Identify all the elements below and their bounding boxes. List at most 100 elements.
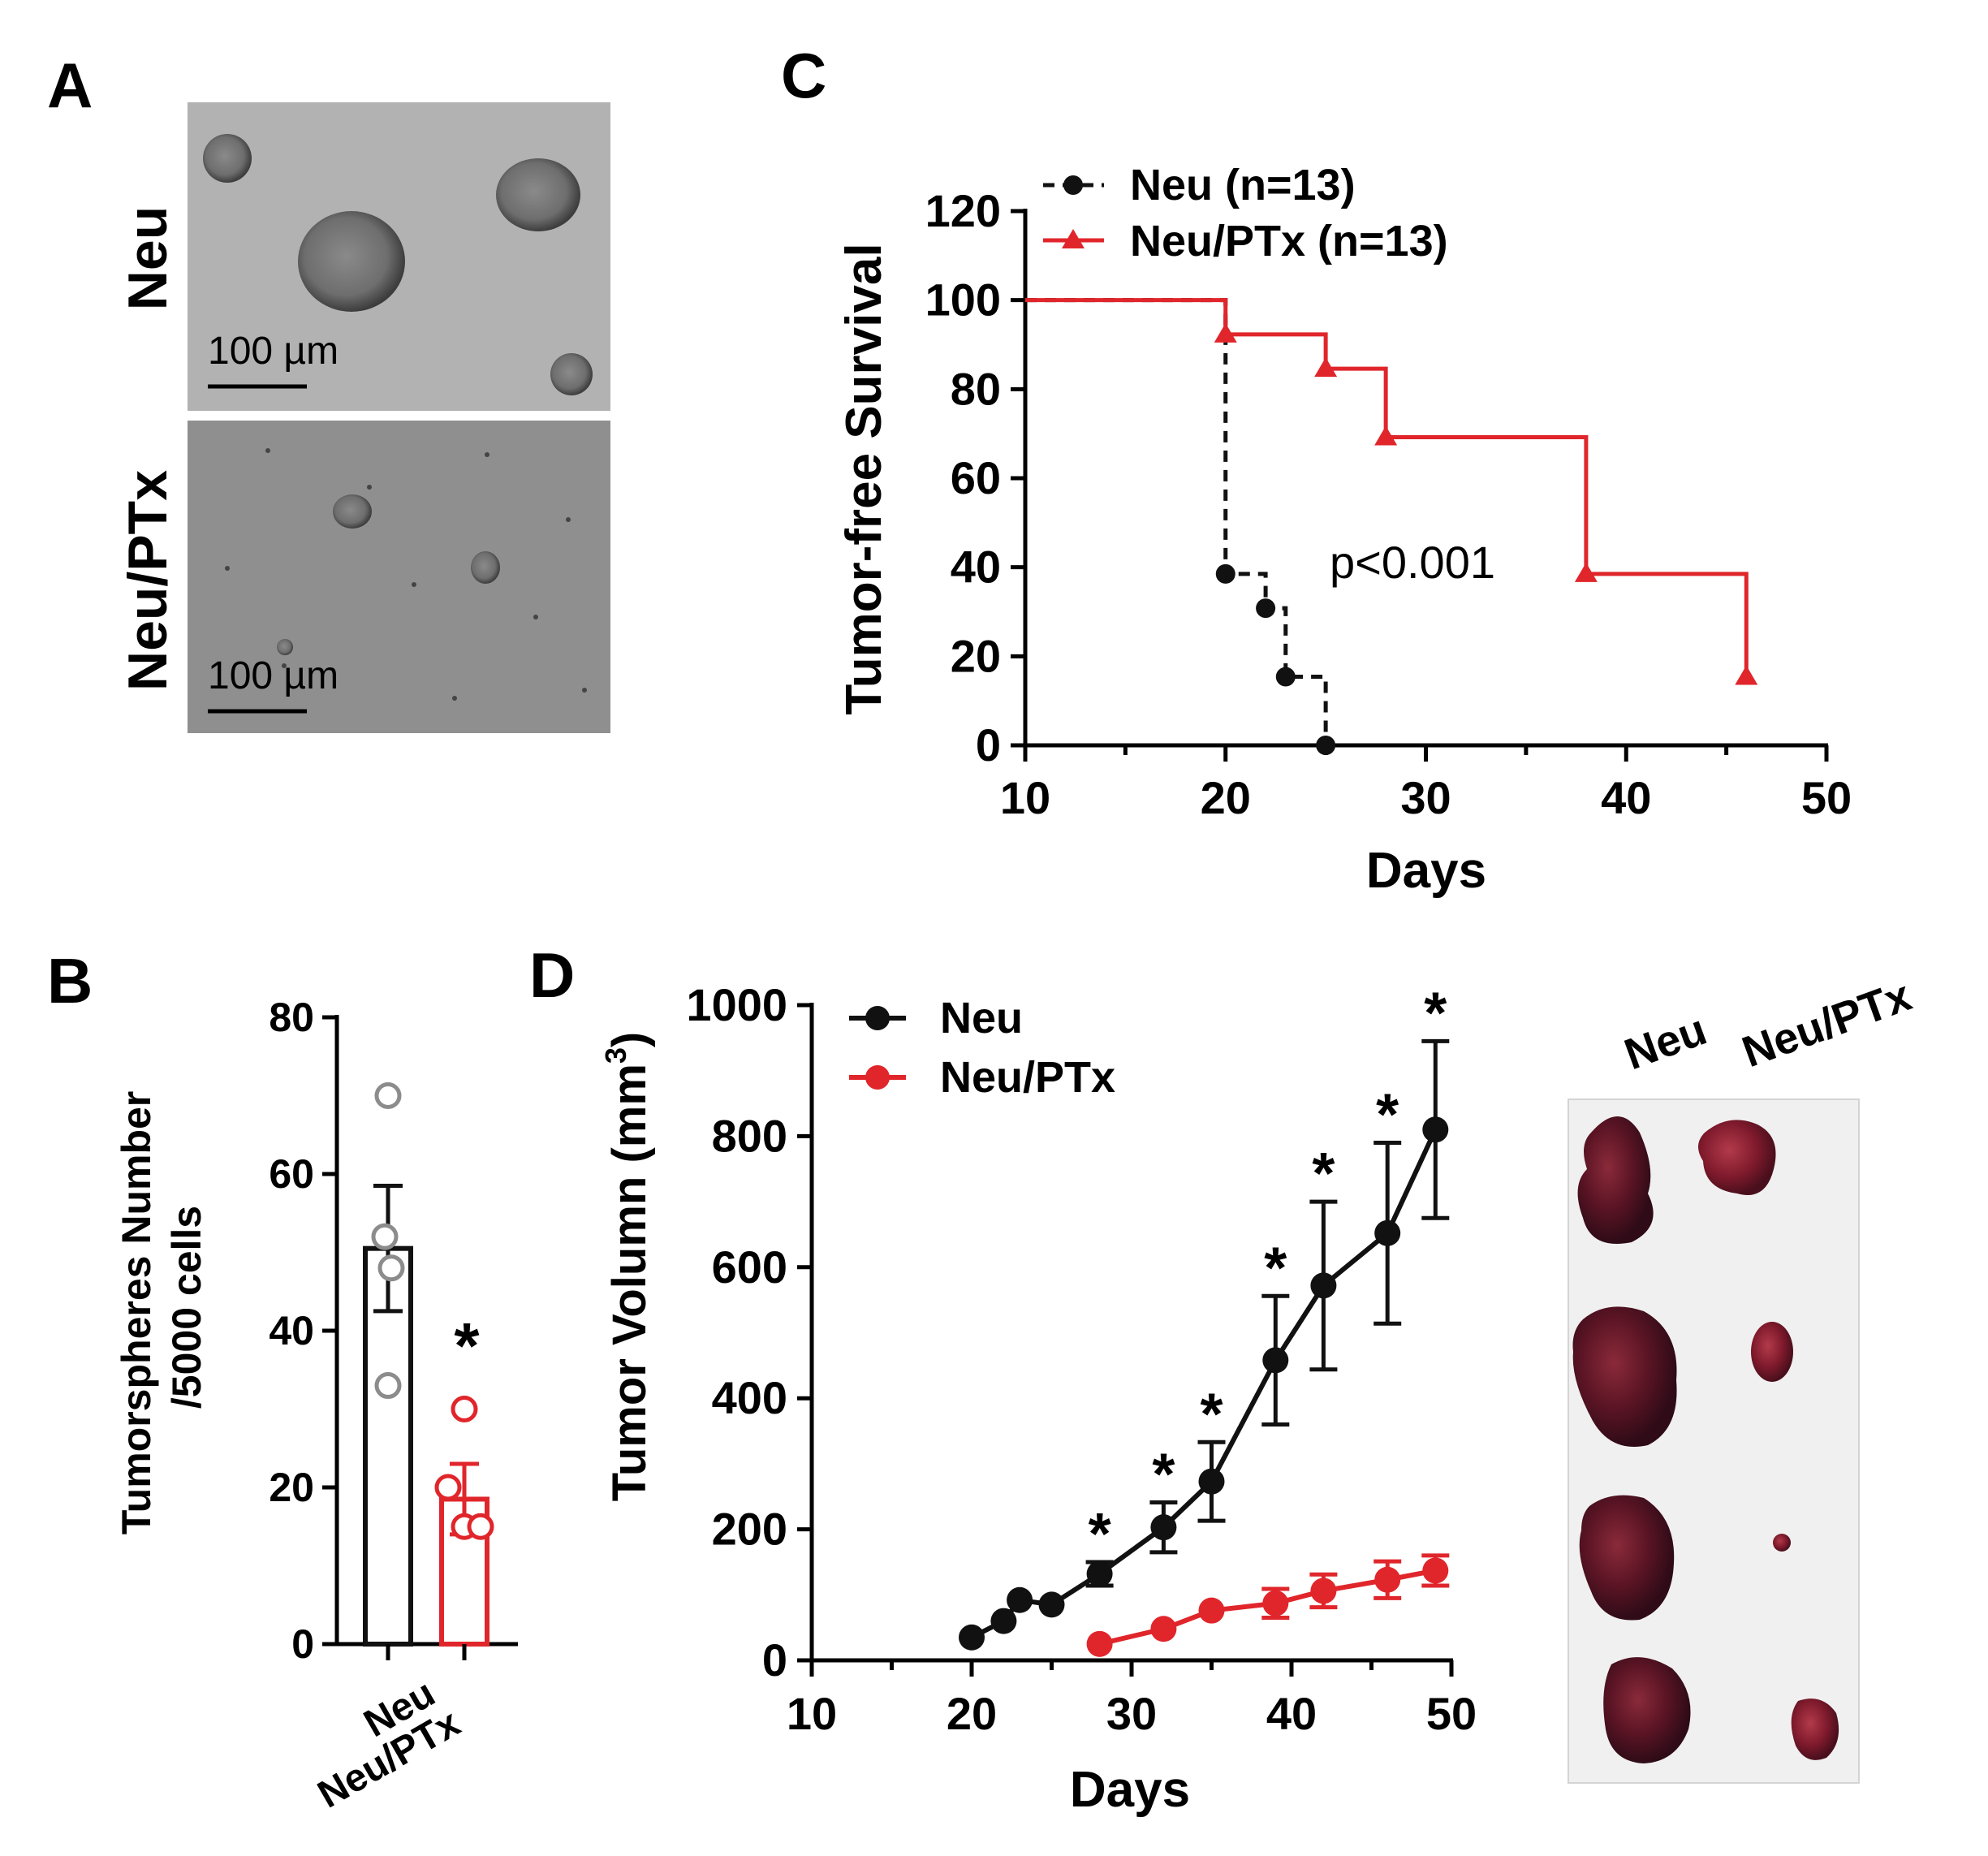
data-point [467,1513,494,1540]
event-marker [1316,736,1336,755]
y-tick-label: 60 [951,452,1001,503]
legend-d: Neu Neu/PTx [849,994,1115,1102]
significance-marker: * [1264,1236,1287,1301]
tumor-neu-ptx [1791,1698,1839,1760]
panel-letter-a: A [47,50,93,121]
tumor-neu-ptx [1773,1534,1791,1552]
x-tick-label: 30 [1106,1688,1157,1739]
y-tick-label: 60 [269,1151,314,1197]
x-tick-label: 10 [1000,772,1050,823]
y-tick-label: 20 [951,630,1001,681]
survival-chart-c: 0 20 40 60 80 100 120 10 20 30 40 50 Days Tumor-free … [836,185,1852,899]
y-axis-label: Tumor-free Survival [836,243,892,714]
tumorsphere [471,551,500,584]
y-tick-label: 200 [712,1504,787,1555]
data-point-neu-ptx [1150,1616,1177,1642]
data-point [377,1254,405,1282]
significance-marker: * [1312,1142,1335,1206]
y-tick-label: 20 [269,1465,314,1510]
data-point-neu [990,1608,1017,1634]
tumorsphere [298,211,405,312]
row-label-neu-ptx: Neu/PTx [117,470,179,691]
significance-marker: * [1424,981,1447,1046]
event-marker [1214,322,1237,343]
event-marker [1374,425,1398,446]
event-marker [1735,665,1758,685]
panel-letter-c: C [781,40,826,111]
y-axis-label-b: Tumorspheres Number /5000 cells [114,1080,209,1534]
survival-curve-neu-ptx [1025,298,1749,677]
data-point-neu [1038,1591,1065,1618]
x-tick-label: 40 [1266,1688,1317,1739]
data-point-neu-ptx [1198,1597,1225,1624]
photo-label-neu: Neu [1619,1005,1713,1079]
y-axis-label-d-main: Tumor Volumn (mm [603,1064,656,1501]
data-point-neu-ptx [1422,1557,1449,1584]
x-tick-label: 30 [1400,772,1451,823]
significance-marker: * [454,1310,480,1382]
event-marker [1275,667,1296,687]
event-marker [1314,357,1338,378]
significance-marker: * [1376,1082,1399,1147]
data-point-neu [1310,1272,1337,1299]
y-tick-label: 40 [269,1308,314,1353]
x-tick-label: 10 [787,1688,837,1739]
legend-marker-neu-ptx [865,1065,890,1090]
event-marker [1215,563,1235,584]
y-tick-label: 80 [951,363,1001,414]
legend-marker-neu [1063,175,1083,195]
data-point-neu-ptx [1086,1630,1113,1657]
data-point-neu [1422,1116,1449,1143]
photo-label-neu-ptx: Neu/PTx [1736,971,1918,1077]
data-point-neu [1374,1219,1401,1246]
legend-marker-neu [865,1006,890,1030]
significance-marker: * [1152,1443,1175,1508]
data-point [434,1474,462,1501]
x-tick-label: 20 [1201,772,1251,823]
data-point-neu [1150,1514,1177,1541]
tumor-neu [1603,1657,1691,1763]
significance-marker: * [1200,1382,1223,1447]
data-point-neu [1086,1560,1113,1587]
y-axis-label-d: Tumor Volumn (mm3) [599,1032,656,1502]
y-tick-label: 80 [269,995,314,1040]
y-tick-label: 0 [291,1621,314,1667]
y-tick-label: 40 [951,542,1001,593]
tumorsphere [203,134,252,183]
event-marker [1574,562,1598,582]
x-tick-label: 50 [1801,772,1852,823]
data-point [374,1372,402,1400]
p-value-annotation: p<0.001 [1330,537,1495,588]
scale-bar-label: 100 µm [208,330,339,373]
tumorsphere [550,353,593,395]
y-axis-label-d-close: ) [603,1032,656,1047]
x-tick-label: 40 [1601,772,1651,823]
tumorsphere [277,639,293,655]
tumor-neu [1577,1116,1654,1244]
data-point [451,1396,478,1422]
growth-chart-d: 0 200 400 600 800 1000 10 20 30 40 50 Days * * * * * * * [686,979,1477,1818]
x-tick-label: 50 [1426,1688,1477,1739]
data-point-neu [1198,1468,1225,1495]
data-point-neu [959,1624,985,1651]
event-marker [1256,598,1276,619]
legend-label-neu-ptx: Neu/PTx [940,1053,1115,1102]
x-axis-label: Days [1366,843,1486,899]
y-tick-label: 100 [925,274,1001,326]
micrograph-neu-ptx [188,421,610,733]
x-tick-label: 20 [947,1688,997,1739]
y-tick-label: 600 [712,1241,787,1293]
data-point-neu-ptx [1262,1590,1289,1616]
data-point-neu-ptx [1374,1566,1401,1593]
y-tick-label: 120 [925,185,1001,236]
data-point-neu [1262,1347,1289,1374]
data-point [374,1082,402,1109]
tumorsphere [333,494,372,529]
y-axis-label-d-sup: 3 [599,1047,632,1064]
legend-label-neu-ptx: Neu/PTx (n=13) [1130,217,1448,265]
panel-letter-d: D [529,939,575,1011]
tumor-neu [1572,1306,1677,1447]
y-tick-label: 800 [712,1110,787,1161]
